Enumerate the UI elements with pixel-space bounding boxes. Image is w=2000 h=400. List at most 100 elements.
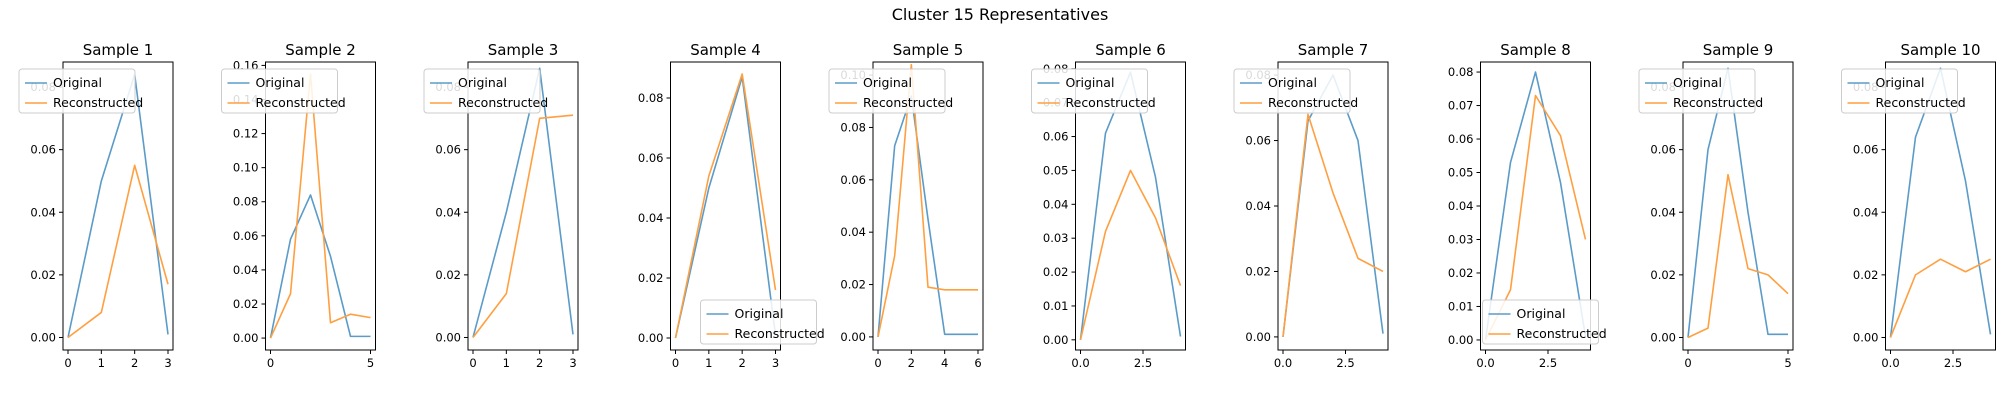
y-tick-label: 0.02 bbox=[435, 268, 461, 282]
legend-entry-reconstructed: Reconstructed bbox=[458, 95, 548, 110]
legend: Original Reconstructed bbox=[423, 68, 548, 114]
y-tick-label: 0.08 bbox=[840, 120, 866, 134]
x-tick-label: 2.5 bbox=[1539, 356, 1557, 370]
legend: Original Reconstructed bbox=[700, 299, 825, 345]
subplot-title: Sample 6 bbox=[1095, 41, 1166, 59]
y-tick-label: 0.06 bbox=[1853, 143, 1879, 157]
subplot-10: Sample 100.02.50.000.020.040.060.08Origi… bbox=[1841, 41, 1996, 370]
y-tick-label: 0.00 bbox=[233, 331, 259, 345]
legend-entry-reconstructed: Reconstructed bbox=[1517, 326, 1607, 341]
legend-entry-reconstructed: Reconstructed bbox=[1876, 95, 1966, 110]
legend-box bbox=[828, 68, 946, 114]
subplot-1: Sample 101230.000.020.040.060.08Original… bbox=[18, 41, 174, 370]
y-tick-label: 0.04 bbox=[1448, 199, 1474, 213]
reconstructed-series-line bbox=[674, 73, 777, 339]
plot-frame bbox=[1885, 61, 1996, 351]
y-tick-label: 0.06 bbox=[30, 143, 56, 157]
legend-entry-original: Original bbox=[1673, 75, 1722, 90]
y-tick-label: 0.04 bbox=[1650, 205, 1676, 219]
reconstructed-series-line bbox=[67, 164, 169, 339]
plot-frame bbox=[265, 61, 376, 351]
x-tick-label: 4 bbox=[941, 356, 948, 370]
legend-entry-original: Original bbox=[256, 75, 305, 90]
y-tick-label: 0.07 bbox=[1448, 99, 1474, 113]
legend: Original Reconstructed bbox=[828, 68, 953, 114]
legend-entry-original: Original bbox=[1876, 75, 1925, 90]
y-tick-label: 0.06 bbox=[638, 151, 664, 165]
y-tick-label: 0.02 bbox=[840, 278, 866, 292]
y-tick-label: 0.00 bbox=[1448, 333, 1474, 347]
legend-entry-original: Original bbox=[53, 75, 102, 90]
legend-box bbox=[1638, 68, 1756, 114]
x-tick-label: 2.5 bbox=[1134, 356, 1152, 370]
legend-entry-original: Original bbox=[1066, 75, 1115, 90]
plot-frame bbox=[872, 61, 984, 351]
y-tick-label: 0.02 bbox=[1043, 265, 1069, 279]
x-tick-label: 0 bbox=[267, 356, 274, 370]
x-tick-label: 1 bbox=[98, 356, 105, 370]
original-series-line bbox=[1484, 71, 1587, 341]
y-tick-label: 0.08 bbox=[1448, 65, 1474, 79]
y-tick-label: 0.00 bbox=[840, 330, 866, 344]
original-series-line bbox=[877, 95, 978, 337]
plot-frame bbox=[62, 61, 174, 351]
legend-box bbox=[423, 68, 541, 114]
y-tick-label: 0.04 bbox=[233, 263, 259, 277]
subplot-title: Sample 4 bbox=[690, 41, 761, 59]
y-tick-label: 0.00 bbox=[30, 330, 56, 344]
x-tick-label: 0 bbox=[672, 356, 679, 370]
legend: Original Reconstructed bbox=[1841, 68, 1966, 114]
subplot-title: Sample 10 bbox=[1900, 41, 1980, 59]
reconstructed-series-line bbox=[269, 73, 371, 339]
y-tick-label: 0.06 bbox=[435, 143, 461, 157]
subplot-8: Sample 8 0.0 2.5 0.00 0.01 0.02 0.03 0.04 0.05 0.… bbox=[1448, 41, 1607, 370]
subplot-title: Sample 8 bbox=[1500, 41, 1571, 59]
x-tick-label: 2.5 bbox=[1944, 356, 1962, 370]
y-tick-label: 0.08 bbox=[233, 195, 259, 209]
original-series-line bbox=[67, 73, 169, 338]
y-tick-label: 0.02 bbox=[638, 271, 664, 285]
x-tick-label: 0 bbox=[1684, 356, 1691, 370]
legend-box bbox=[700, 299, 817, 345]
y-tick-label: 0.08 bbox=[638, 91, 664, 105]
legend: Original Reconstructed bbox=[1482, 299, 1607, 345]
x-tick-label: 1 bbox=[705, 356, 712, 370]
x-tick-label: 3 bbox=[772, 356, 779, 370]
y-tick-label: 0.04 bbox=[1853, 205, 1879, 219]
subplot-3: Sample 301230.000.020.040.060.08Original… bbox=[423, 41, 579, 370]
y-tick-label: 0.02 bbox=[1853, 268, 1879, 282]
legend-entry-original: Original bbox=[1268, 75, 1317, 90]
y-tick-label: 0.04 bbox=[1043, 197, 1069, 211]
x-tick-label: 5 bbox=[1784, 356, 1791, 370]
legend-entry-reconstructed: Reconstructed bbox=[1268, 95, 1358, 110]
reconstructed-series-line bbox=[1079, 169, 1182, 341]
subplot-grid: Sample 10 1 2 3 0.00 0.02 0.04 0.06 0.08 Original… bbox=[18, 41, 1996, 370]
x-tick-label: 1 bbox=[503, 356, 510, 370]
y-tick-label: 0.01 bbox=[1043, 299, 1069, 313]
y-tick-label: 0.04 bbox=[30, 205, 56, 219]
y-tick-label: 0.06 bbox=[1650, 143, 1676, 157]
legend-entry-original: Original bbox=[863, 75, 912, 90]
legend-box bbox=[1031, 68, 1148, 114]
x-tick-label: 2.5 bbox=[1336, 356, 1354, 370]
x-tick-label: 6 bbox=[974, 356, 981, 370]
plot-frame bbox=[1075, 61, 1186, 351]
legend-box bbox=[1482, 299, 1599, 345]
y-tick-label: 0.00 bbox=[638, 331, 664, 345]
reconstructed-series-line bbox=[1889, 258, 1991, 338]
subplot-4: Sample 4 0 1 2 3 0.00 0.02 0.04 0.06 0.08 Original… bbox=[638, 41, 825, 370]
plot-frame bbox=[1277, 61, 1389, 351]
legend-entry-reconstructed: Reconstructed bbox=[1673, 95, 1763, 110]
original-series-line bbox=[674, 76, 777, 339]
reconstructed-series-line bbox=[1282, 113, 1384, 337]
legend-entry-reconstructed: Reconstructed bbox=[863, 95, 953, 110]
original-series-line bbox=[472, 67, 574, 338]
legend-box bbox=[1841, 68, 1958, 114]
x-tick-label: 5 bbox=[367, 356, 374, 370]
subplot-title: Sample 3 bbox=[488, 41, 559, 59]
legend-entry-original: Original bbox=[735, 306, 784, 321]
x-tick-label: 2 bbox=[908, 356, 915, 370]
subplot-5: Sample 502460.000.020.040.060.080.10Orig… bbox=[828, 41, 984, 370]
subplot-title: Sample 7 bbox=[1298, 41, 1369, 59]
